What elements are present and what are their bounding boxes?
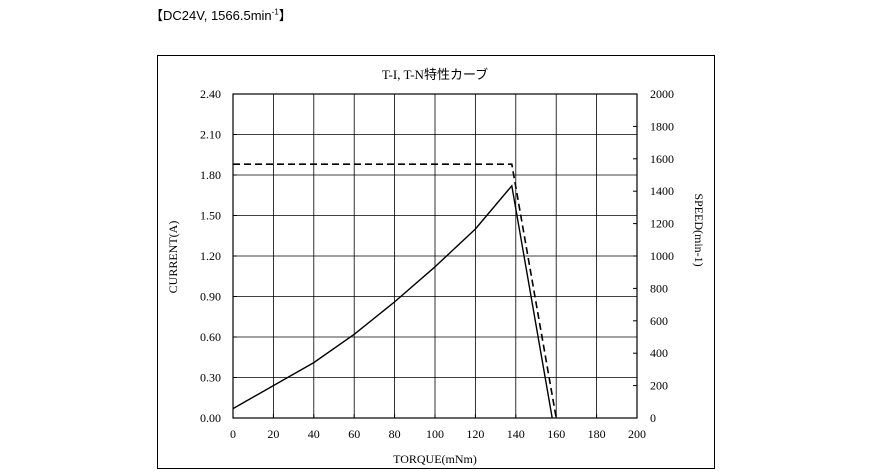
x-tick-label: 40 <box>308 427 320 441</box>
x-axis-label: TORQUE(mNm) <box>393 452 477 466</box>
y-right-tick-label: 200 <box>650 379 668 393</box>
y-right-tick-label: 2000 <box>650 87 674 101</box>
x-tick-label: 80 <box>389 427 401 441</box>
right-axis: 0 200 400 600 800 1000 1200 1400 1600 1800 2000 <box>633 87 674 425</box>
y-left-tick-label: 0.60 <box>200 330 221 344</box>
x-tick-label: 0 <box>230 427 236 441</box>
series-group <box>232 163 557 419</box>
y-left-tick-label: 1.80 <box>200 168 221 182</box>
chart-title: T-I, T-N特性カーブ <box>382 67 488 82</box>
x-tick-label: 180 <box>588 427 606 441</box>
y-left-tick-label: 0.30 <box>200 371 221 385</box>
y-axis-right-label: SPEED(min-1) <box>692 193 706 266</box>
caption-open-bracket: 【 <box>150 8 164 23</box>
y-left-tick-label: 0.00 <box>200 411 221 425</box>
x-tick-label: 60 <box>348 427 360 441</box>
y-left-tick-label: 1.20 <box>200 249 221 263</box>
y-left-tick-label: 2.10 <box>200 128 221 142</box>
y-axis-left-label: CURRENT(A) <box>166 221 180 294</box>
y-right-tick-label: 1000 <box>650 249 674 263</box>
caption-text: DC24V, 1566.5min <box>163 8 272 23</box>
y-right-tick-label: 1400 <box>650 184 674 198</box>
x-tick-label: 20 <box>267 427 279 441</box>
speed-series-line <box>233 163 557 419</box>
caption-close-bracket: 】 <box>278 8 292 23</box>
y-left-tick-label: 0.90 <box>200 290 221 304</box>
chart-caption: 【DC24V, 1566.5min-1】 <box>150 5 292 24</box>
y-right-tick-label: 1800 <box>650 119 674 133</box>
y-right-tick-label: 1600 <box>650 152 674 166</box>
caption-superscript: -1 <box>271 7 279 17</box>
y-left-tick-label: 2.40 <box>200 87 221 101</box>
x-tick-label: 140 <box>507 427 525 441</box>
current-series-line <box>232 184 553 419</box>
grid <box>233 94 637 418</box>
x-tick-label: 200 <box>628 427 646 441</box>
y-right-tick-label: 400 <box>650 346 668 360</box>
x-axis: 0 20 40 60 80 100 120 140 160 180 200 <box>230 414 646 441</box>
y-right-tick-label: 800 <box>650 281 668 295</box>
x-tick-label: 100 <box>426 427 444 441</box>
y-left-tick-label: 1.50 <box>200 209 221 223</box>
y-right-tick-label: 600 <box>650 314 668 328</box>
y-right-tick-label: 0 <box>650 411 656 425</box>
chart-frame <box>157 55 715 469</box>
left-axis: 0.00 0.30 0.60 0.90 1.20 1.50 1.80 2.10 2.40 <box>200 87 237 425</box>
y-right-tick-label: 1200 <box>650 217 674 231</box>
x-tick-label: 160 <box>547 427 565 441</box>
x-tick-label: 120 <box>466 427 484 441</box>
